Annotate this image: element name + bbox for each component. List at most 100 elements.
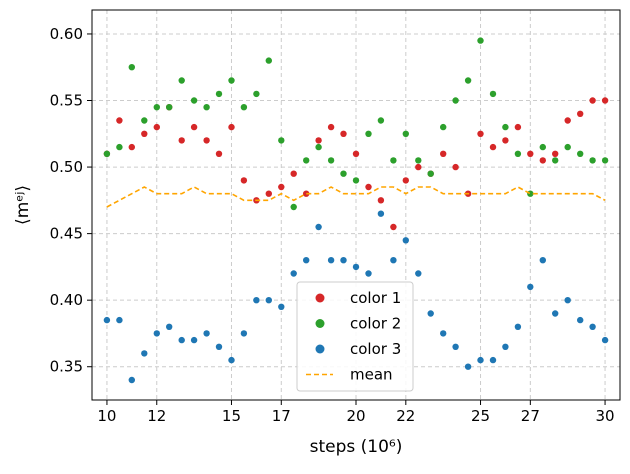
data-point-color-1 <box>215 150 223 157</box>
data-point-color-3 <box>240 330 248 337</box>
data-point-color-2 <box>340 170 347 177</box>
data-point-color-2 <box>278 137 285 144</box>
data-point-color-1 <box>452 163 459 171</box>
data-point-color-1 <box>564 117 571 124</box>
data-point-color-1 <box>601 97 609 104</box>
data-point-color-3 <box>502 343 509 350</box>
data-point-color-1 <box>365 183 372 191</box>
legend-label-color-3: color 3 <box>350 340 401 358</box>
data-point-color-3 <box>365 270 372 277</box>
data-point-color-1 <box>178 137 185 144</box>
data-point-color-2 <box>427 170 434 177</box>
data-point-color-3 <box>190 336 198 344</box>
data-point-color-2 <box>253 90 260 98</box>
data-point-color-2 <box>402 130 409 137</box>
data-point-color-3 <box>601 336 609 344</box>
data-point-color-3 <box>228 356 235 364</box>
data-point-color-2 <box>327 157 335 164</box>
data-point-color-3 <box>278 303 285 310</box>
data-point-color-3 <box>577 316 584 324</box>
legend-swatch-color-3 <box>315 344 325 354</box>
series-layer <box>103 37 609 384</box>
data-point-color-2 <box>315 143 322 151</box>
data-point-color-2 <box>577 150 584 157</box>
data-point-color-2 <box>539 143 546 151</box>
data-point-color-2 <box>352 177 360 184</box>
data-point-color-3 <box>377 210 385 217</box>
data-point-color-2 <box>128 63 135 71</box>
data-point-color-3 <box>564 297 571 304</box>
legend-swatch-color-2 <box>315 319 325 328</box>
data-point-color-2 <box>228 77 235 84</box>
legend-swatch-color-1 <box>315 293 325 303</box>
data-point-color-2 <box>527 190 534 197</box>
data-point-color-3 <box>452 343 459 350</box>
data-point-color-2 <box>502 123 509 131</box>
data-point-color-1 <box>240 177 248 184</box>
data-point-color-1 <box>577 110 584 118</box>
data-point-color-2 <box>240 104 248 111</box>
data-point-color-2 <box>464 77 472 84</box>
data-point-color-2 <box>452 97 459 104</box>
data-point-color-3 <box>552 310 559 317</box>
data-point-color-1 <box>352 150 360 157</box>
data-point-color-3 <box>340 257 347 264</box>
x-tick-label: 30 <box>596 407 615 425</box>
data-point-color-1 <box>527 150 534 157</box>
series-color-1 <box>103 97 609 231</box>
data-point-color-1 <box>415 163 422 171</box>
y-tick-label: 0.45 <box>50 225 83 243</box>
data-point-color-3 <box>527 283 534 291</box>
data-point-color-1 <box>502 137 509 144</box>
data-point-color-2 <box>390 157 397 164</box>
data-point-color-3 <box>477 356 484 364</box>
series-color-2 <box>103 37 609 211</box>
x-tick-label: 12 <box>147 407 166 425</box>
y-tick-label: 0.50 <box>50 158 83 176</box>
x-tick-label: 17 <box>272 407 291 425</box>
data-point-color-3 <box>203 330 210 337</box>
y-axis-ticks: 0.35 0.40 0.45 0.50 0.55 0.60 <box>50 25 92 376</box>
data-point-color-1 <box>440 150 447 157</box>
data-point-color-2 <box>203 104 210 111</box>
data-point-color-3 <box>128 376 135 384</box>
y-axis-label: ⟨mᵉʲ⟩ <box>13 185 33 225</box>
data-point-color-2 <box>377 117 385 124</box>
data-point-color-1 <box>303 190 310 197</box>
data-point-color-2 <box>103 150 111 157</box>
data-point-color-3 <box>464 363 472 370</box>
data-point-color-3 <box>440 330 447 337</box>
data-point-color-1 <box>477 130 484 137</box>
series-color-3 <box>103 210 609 384</box>
data-point-color-3 <box>315 223 322 231</box>
data-point-color-1 <box>228 123 235 131</box>
data-point-color-1 <box>390 223 397 231</box>
data-point-color-1 <box>377 197 385 204</box>
data-point-color-3 <box>178 336 185 344</box>
data-point-color-2 <box>514 150 522 157</box>
data-point-color-3 <box>415 270 422 277</box>
data-point-color-1 <box>315 137 322 144</box>
data-point-color-1 <box>290 170 297 177</box>
x-tick-label: 15 <box>222 407 241 425</box>
data-point-color-3 <box>253 297 260 304</box>
data-point-color-1 <box>265 190 272 197</box>
data-point-color-3 <box>489 356 497 364</box>
data-point-color-3 <box>327 257 335 264</box>
data-point-color-3 <box>166 323 173 330</box>
data-point-color-1 <box>190 123 198 131</box>
data-point-color-2 <box>601 157 609 164</box>
y-tick-label: 0.55 <box>50 92 83 110</box>
data-point-color-1 <box>552 150 559 157</box>
data-point-color-2 <box>477 37 484 44</box>
legend-label-color-1: color 1 <box>350 289 401 307</box>
x-tick-label: 25 <box>471 407 490 425</box>
x-tick-label: 20 <box>346 407 365 425</box>
data-point-color-3 <box>116 316 123 324</box>
data-point-color-3 <box>402 237 409 244</box>
legend-label-color-2: color 2 <box>350 315 401 333</box>
data-point-color-2 <box>415 157 422 164</box>
data-point-color-1 <box>402 177 409 184</box>
data-point-color-1 <box>589 97 596 104</box>
